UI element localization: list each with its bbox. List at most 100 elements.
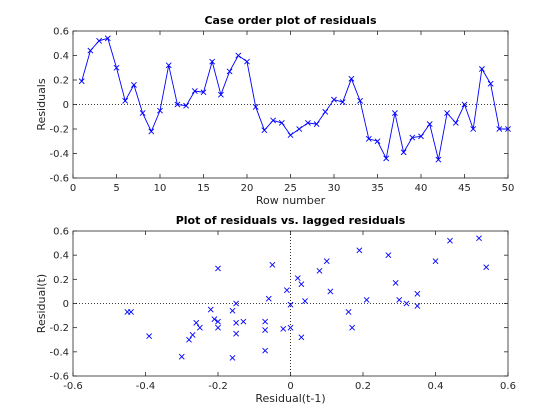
data-point [229,307,236,314]
data-point [215,324,221,331]
data-point [447,237,453,244]
data-point [313,121,320,128]
data-point [280,325,287,332]
marker-stroke [178,353,185,360]
data-point [327,288,334,295]
lagged-residuals-plot: Plot of residuals vs. lagged residuals R… [35,214,516,405]
marker-stroke [313,121,320,128]
data-point [296,126,303,132]
data-point [233,319,240,326]
data-point [87,47,94,54]
y-tick-label: 0 [63,299,69,310]
marker-stroke [217,91,224,98]
x-tick-label: 10 [154,183,167,194]
x-tick-label: 35 [371,183,384,194]
data-point [452,119,459,126]
marker-stroke [385,252,392,259]
data-point [240,318,247,325]
data-point [270,117,277,124]
x-axis-label: Row number [256,194,326,207]
marker-stroke [452,119,459,126]
marker-stroke [298,334,305,341]
marker-stroke [186,336,192,343]
marker-stroke [418,133,424,140]
data-point [392,280,399,286]
data-point [435,156,442,163]
data-point [302,298,308,305]
marker-stroke [229,307,236,314]
data-point [323,258,330,265]
marker-stroke [403,300,410,307]
data-point [487,80,494,87]
data-point [316,267,323,274]
marker-stroke [240,318,247,325]
data-point [294,275,301,282]
marker-stroke [262,327,269,334]
marker-stroke [396,296,403,303]
marker-stroke [252,104,259,110]
data-point [363,296,370,303]
marker-stroke [215,324,221,331]
marker-stroke [302,298,308,305]
data-point [476,235,482,242]
data-point [215,318,221,325]
marker-stroke [191,88,198,94]
y-tick-label: 0.4 [53,51,69,62]
marker-stroke [392,280,399,286]
marker-stroke [322,108,329,115]
marker-stroke [363,296,370,303]
marker-stroke [104,35,111,42]
x-tick-label: 0.4 [428,381,444,392]
data-point [233,300,240,307]
marker-stroke [483,264,490,271]
data-point [211,316,218,323]
marker-stroke [496,126,503,132]
data-point [283,287,290,294]
x-tick-label: 50 [502,183,515,194]
data-point [365,135,372,142]
marker-stroke [265,295,272,302]
data-point [124,309,131,315]
data-point [345,309,352,315]
marker-stroke [270,117,277,124]
data-point [432,258,439,265]
x-axis-label: Residual(t-1) [255,392,325,405]
data-point [146,333,153,340]
data-point [252,104,259,110]
marker-stroke [331,96,337,103]
marker-stroke [226,68,233,75]
data-point [235,52,242,59]
y-tick-label: 0.2 [53,76,69,87]
marker-stroke [193,319,200,326]
x-tick-label: 0 [70,183,76,194]
marker-stroke [323,258,330,265]
data-point [165,62,172,69]
marker-stroke [165,62,172,69]
marker-stroke [461,101,468,108]
marker-stroke [139,110,146,116]
data-point [287,132,294,139]
marker-stroke [287,301,294,308]
marker-stroke [374,138,381,145]
marker-stroke [96,37,103,44]
data-point [298,334,305,341]
data-point [122,97,129,104]
data-point [470,126,477,132]
marker-stroke [269,261,276,268]
data-point [496,126,503,132]
marker-stroke [287,324,294,331]
marker-stroke [298,281,305,288]
marker-stroke [200,89,207,96]
data-point [304,119,311,126]
data-marks [73,231,508,376]
data-point [269,261,276,268]
y-tick-label: -0.2 [49,323,69,334]
y-tick-label: -0.4 [49,149,69,160]
data-point [148,128,155,135]
data-point [215,265,221,272]
marker-stroke [278,119,285,126]
y-tick-label: -0.6 [49,372,69,383]
marker-stroke [233,300,240,307]
marker-stroke [391,110,398,116]
